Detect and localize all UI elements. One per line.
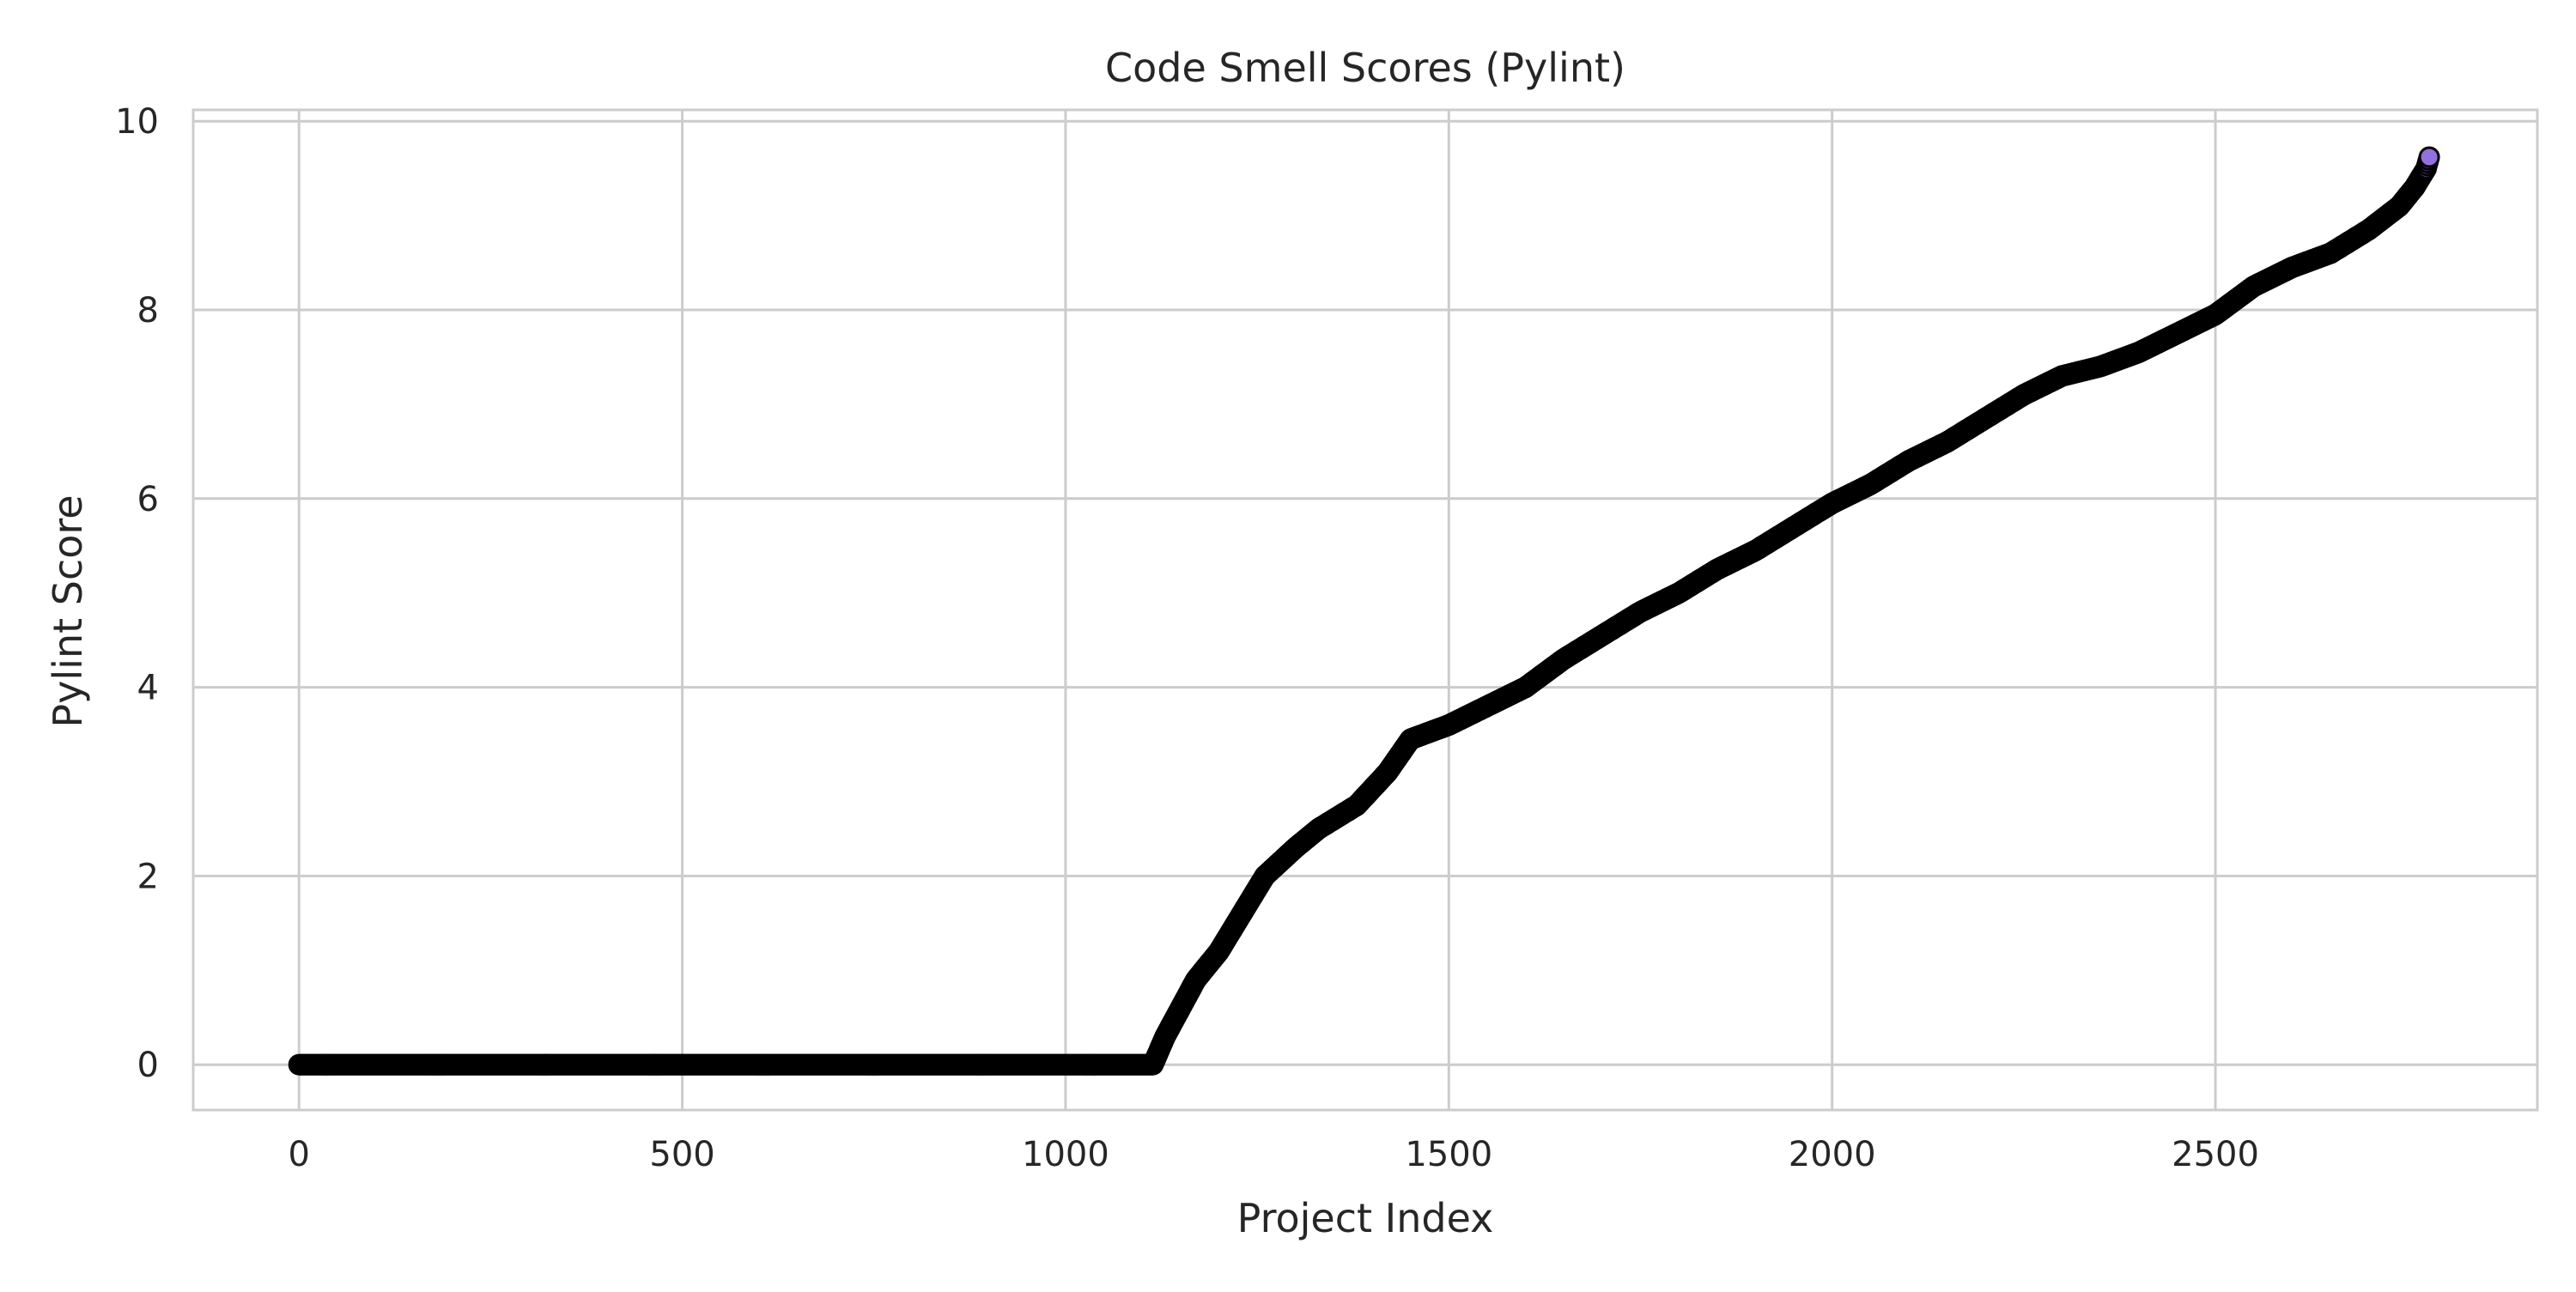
y-tick-label: 2 [137, 857, 159, 896]
x-tick-label: 500 [649, 1135, 714, 1174]
x-tick-labels: 0 500 1000 1500 2000 2500 [288, 1135, 2258, 1174]
y-tick-label: 10 [115, 102, 159, 142]
y-tick-label: 8 [137, 291, 159, 331]
plot-frame [191, 108, 2539, 1112]
x-axis-title: Project Index [1237, 1195, 1494, 1241]
x-tick-label: 2500 [2172, 1135, 2259, 1174]
y-tick-label: 6 [137, 480, 159, 519]
chart-title: Code Smell Scores (Pylint) [1105, 45, 1625, 91]
grid-lines [193, 110, 2537, 1110]
x-tick-label: 1000 [1022, 1135, 1109, 1174]
data-point [2418, 146, 2440, 168]
y-axis-title: Pylint Score [45, 494, 91, 727]
x-tick-label: 2000 [1789, 1135, 1876, 1174]
y-tick-labels: 0 2 4 6 8 10 [115, 102, 159, 1085]
y-tick-label: 4 [137, 669, 159, 708]
x-tick-label: 0 [288, 1135, 309, 1174]
y-tick-label: 0 [137, 1046, 159, 1085]
x-tick-label: 1500 [1405, 1135, 1492, 1174]
data-points [288, 146, 2440, 1076]
